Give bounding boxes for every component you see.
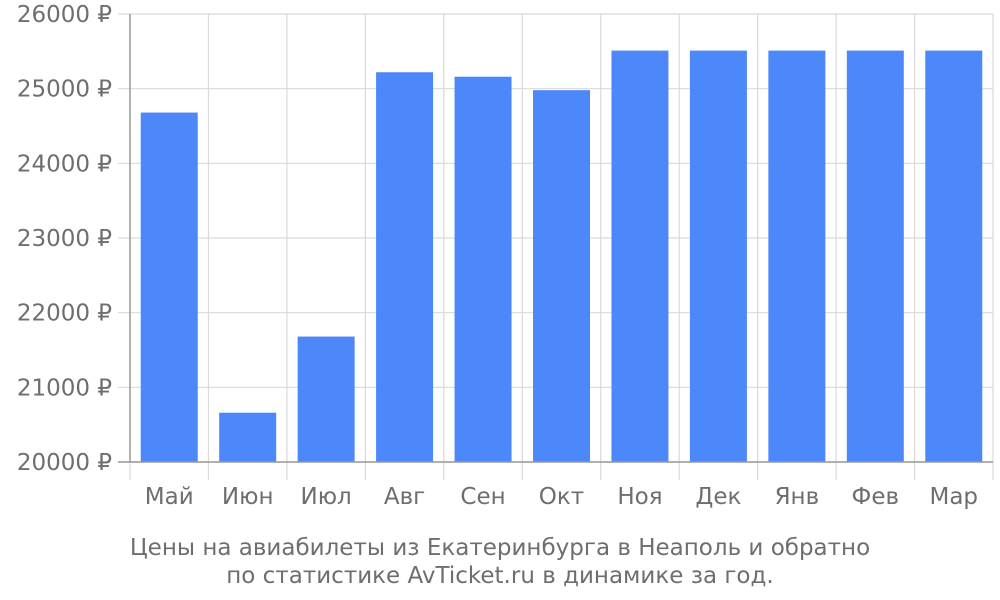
y-tick-label: 20000 ₽ [17, 450, 112, 476]
bar-10 [846, 50, 904, 462]
bar-11 [925, 50, 983, 462]
bar-4 [376, 72, 434, 463]
bar-chart: 20000 ₽ 21000 ₽ 22000 ₽ 23000 ₽ 24000 ₽ 25000… [17, 2, 994, 510]
chart-caption-line-2: по статистике AvTicket.ru в динамике за … [226, 563, 774, 589]
bars [140, 50, 983, 463]
chart-caption-line-1: Цены на авиабилеты из Екатеринбурга в Не… [129, 535, 871, 561]
x-tick-label: Мар [929, 484, 978, 510]
x-tick-label: Июн [222, 484, 274, 510]
bar-5 [454, 76, 512, 462]
x-tick-label: Окт [539, 484, 584, 510]
x-tick-label: Янв [775, 484, 820, 510]
y-tick-label: 23000 ₽ [17, 226, 112, 252]
x-tick-label: Ноя [617, 484, 662, 510]
y-tick-label: 24000 ₽ [17, 151, 112, 177]
x-tick-label: Май [145, 484, 194, 510]
bar-6 [533, 90, 590, 462]
y-tick-label: 26000 ₽ [17, 2, 112, 28]
axes [118, 14, 993, 463]
x-tick-label: Дек [695, 484, 741, 510]
bar-2 [219, 412, 277, 462]
bar-8 [689, 50, 747, 462]
y-tick-label: 22000 ₽ [17, 301, 112, 327]
x-tick-label: Сен [460, 484, 505, 510]
x-tick-label: Авг [384, 484, 425, 510]
bar-7 [611, 50, 669, 462]
x-tick-label: Фев [852, 484, 900, 510]
bar-1 [140, 112, 198, 462]
x-tick-label: Июл [300, 484, 351, 510]
bar-9 [768, 50, 826, 462]
tick-labels: 20000 ₽ 21000 ₽ 22000 ₽ 23000 ₽ 24000 ₽ 25000… [17, 2, 978, 510]
y-tick-label: 25000 ₽ [17, 77, 112, 103]
y-tick-label: 21000 ₽ [17, 375, 112, 401]
bar-3 [297, 336, 355, 462]
